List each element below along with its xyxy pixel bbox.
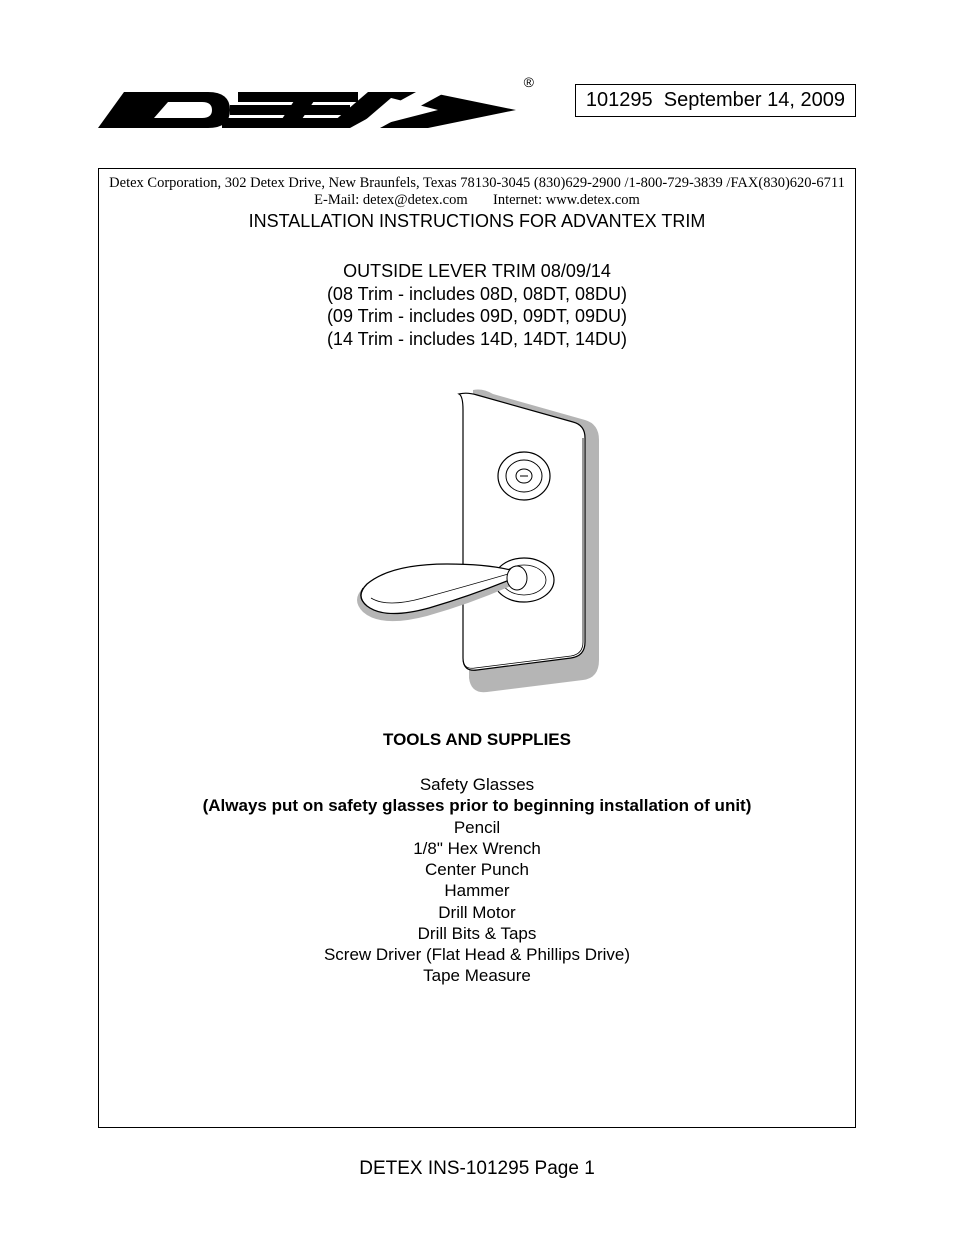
tool-safety-glasses: Safety Glasses bbox=[99, 774, 855, 795]
tool-item: Pencil bbox=[99, 817, 855, 838]
logo: ® bbox=[98, 80, 518, 140]
install-title: INSTALLATION INSTRUCTIONS FOR ADVANTEX T… bbox=[99, 211, 855, 232]
detex-logo-icon bbox=[98, 80, 518, 140]
trim-block: OUTSIDE LEVER TRIM 08/09/14 (08 Trim - i… bbox=[99, 260, 855, 350]
header-row: ® 101295 September 14, 2009 bbox=[98, 80, 856, 140]
contact-web: E-Mail: detex@detex.com Internet: www.de… bbox=[99, 192, 855, 209]
tool-item: Hammer bbox=[99, 880, 855, 901]
body-frame: Detex Corporation, 302 Detex Drive, New … bbox=[98, 168, 856, 1128]
tool-item: 1/8" Hex Wrench bbox=[99, 838, 855, 859]
tools-heading: TOOLS AND SUPPLIES bbox=[99, 730, 855, 750]
trim-line-1: (08 Trim - includes 08D, 08DT, 08DU) bbox=[99, 283, 855, 306]
tool-item: Drill Motor bbox=[99, 902, 855, 923]
safety-warning: (Always put on safety glasses prior to b… bbox=[99, 795, 855, 816]
tool-item: Tape Measure bbox=[99, 965, 855, 986]
trim-heading: OUTSIDE LEVER TRIM 08/09/14 bbox=[99, 260, 855, 283]
doc-date: September 14, 2009 bbox=[664, 89, 845, 111]
doc-id-box: 101295 September 14, 2009 bbox=[575, 84, 856, 117]
page-footer: DETEX INS-101295 Page 1 bbox=[98, 1158, 856, 1180]
registered-mark: ® bbox=[524, 74, 534, 90]
contact-address: Detex Corporation, 302 Detex Drive, New … bbox=[99, 175, 855, 192]
tool-item: Center Punch bbox=[99, 859, 855, 880]
doc-number: 101295 bbox=[586, 89, 653, 111]
page: ® 101295 September 14, 2009 Detex Corpor… bbox=[0, 0, 954, 1220]
diagram-wrap bbox=[99, 380, 855, 700]
contact-email: E-Mail: detex@detex.com bbox=[314, 192, 467, 208]
lever-trim-icon bbox=[327, 380, 627, 700]
trim-line-3: (14 Trim - includes 14D, 14DT, 14DU) bbox=[99, 328, 855, 351]
tool-item: Drill Bits & Taps bbox=[99, 923, 855, 944]
tools-list: Safety Glasses (Always put on safety gla… bbox=[99, 774, 855, 987]
trim-line-2: (09 Trim - includes 09D, 09DT, 09DU) bbox=[99, 305, 855, 328]
tool-item: Screw Driver (Flat Head & Phillips Drive… bbox=[99, 944, 855, 965]
contact-internet: Internet: www.detex.com bbox=[493, 192, 640, 208]
